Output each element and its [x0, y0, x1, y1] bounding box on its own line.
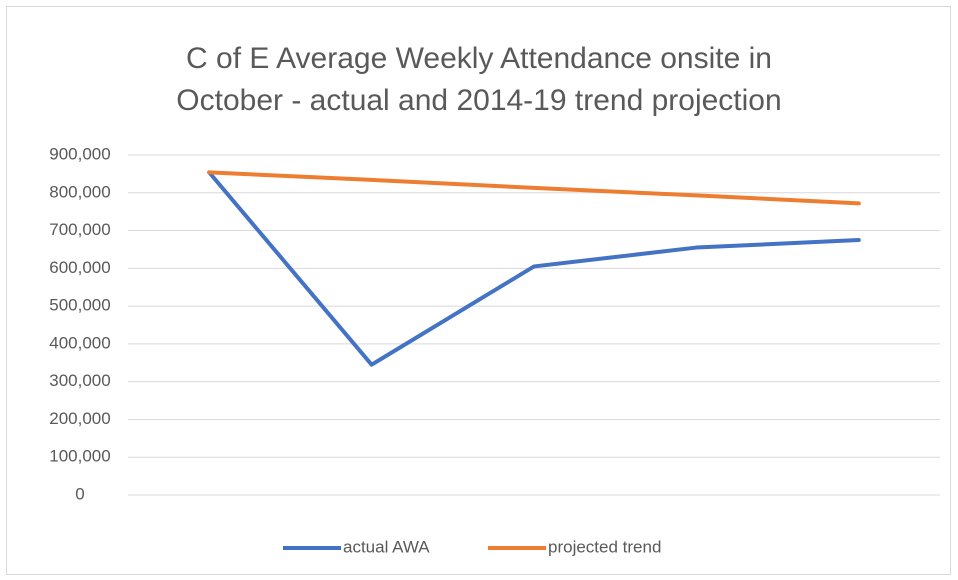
y-tick-label: 200,000 — [49, 409, 110, 428]
legend-label: projected trend — [548, 537, 661, 556]
y-tick-label: 800,000 — [49, 182, 110, 201]
chart-border — [6, 6, 951, 575]
y-tick-label: 600,000 — [49, 258, 110, 277]
y-tick-label: 100,000 — [49, 447, 110, 466]
y-tick-label: 0 — [75, 484, 84, 503]
chart-title: C of E Average Weekly Attendance onsite … — [176, 42, 782, 117]
y-tick-label: 900,000 — [49, 144, 110, 163]
legend-label: actual AWA — [343, 537, 430, 556]
y-tick-label: 700,000 — [49, 220, 110, 239]
series-line — [207, 170, 861, 206]
y-tick-label: 500,000 — [49, 296, 110, 315]
y-tick-label: 400,000 — [49, 333, 110, 352]
series-line — [207, 170, 861, 367]
y-tick-label: 300,000 — [49, 371, 110, 390]
